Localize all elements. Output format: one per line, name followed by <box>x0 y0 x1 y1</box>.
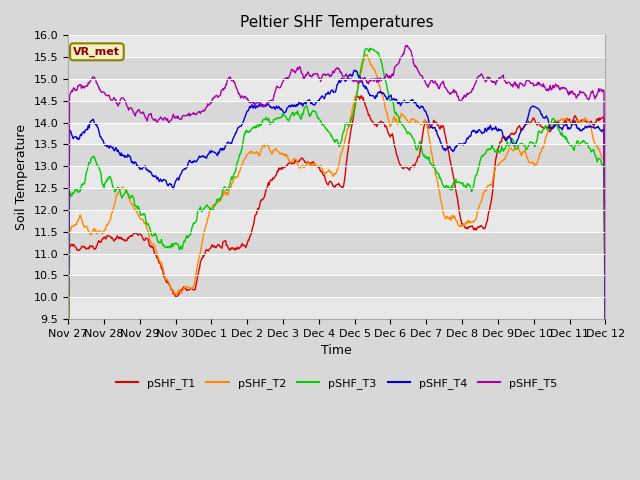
Bar <box>68 57 605 79</box>
Bar <box>68 276 605 297</box>
Bar <box>68 101 605 122</box>
pSHF_T2 <box>129 203 137 209</box>
pSHF_T1 <box>212 245 220 251</box>
pSHF_T1 <box>64 439 72 444</box>
pSHF_T1 <box>419 134 426 140</box>
Line: pSHF_T4: pSHF_T4 <box>68 70 605 373</box>
Line: pSHF_T5: pSHF_T5 <box>68 46 605 351</box>
pSHF_T2 <box>602 386 609 392</box>
pSHF_T3 <box>129 194 137 200</box>
pSHF_T1 <box>602 362 609 368</box>
pSHF_T1 <box>358 93 365 99</box>
pSHF_T3 <box>403 129 410 135</box>
pSHF_T4 <box>184 163 191 168</box>
pSHF_T1 <box>74 247 81 253</box>
pSHF_T3 <box>74 189 81 194</box>
Bar <box>68 232 605 253</box>
pSHF_T4 <box>212 151 220 156</box>
pSHF_T3 <box>419 150 426 156</box>
pSHF_T5 <box>402 43 410 48</box>
pSHF_T2 <box>362 52 369 58</box>
pSHF_T5 <box>404 43 412 48</box>
pSHF_T2 <box>419 120 426 126</box>
Bar <box>68 79 605 101</box>
pSHF_T4 <box>64 370 72 376</box>
pSHF_T5 <box>602 345 609 350</box>
pSHF_T2 <box>184 285 191 290</box>
Bar <box>68 166 605 188</box>
Bar <box>68 253 605 276</box>
Text: VR_met: VR_met <box>74 47 120 57</box>
pSHF_T5 <box>74 83 81 89</box>
Title: Peltier SHF Temperatures: Peltier SHF Temperatures <box>240 15 433 30</box>
pSHF_T3 <box>602 388 609 394</box>
pSHF_T3 <box>212 201 220 206</box>
pSHF_T3 <box>184 235 191 240</box>
pSHF_T3 <box>366 46 374 51</box>
pSHF_T5 <box>129 108 137 114</box>
pSHF_T4 <box>351 67 358 73</box>
pSHF_T2 <box>74 218 81 224</box>
Bar <box>68 36 605 57</box>
pSHF_T1 <box>403 164 410 170</box>
Bar <box>68 210 605 232</box>
pSHF_T4 <box>74 135 81 141</box>
Line: pSHF_T2: pSHF_T2 <box>68 55 605 435</box>
pSHF_T4 <box>602 367 609 373</box>
Y-axis label: Soil Temperature: Soil Temperature <box>15 124 28 230</box>
pSHF_T2 <box>212 200 220 205</box>
pSHF_T5 <box>184 113 191 119</box>
pSHF_T1 <box>184 287 191 293</box>
Bar <box>68 144 605 166</box>
Bar <box>68 297 605 319</box>
Legend: pSHF_T1, pSHF_T2, pSHF_T3, pSHF_T4, pSHF_T5: pSHF_T1, pSHF_T2, pSHF_T3, pSHF_T4, pSHF… <box>111 373 562 393</box>
Line: pSHF_T1: pSHF_T1 <box>68 96 605 442</box>
pSHF_T4 <box>419 104 426 110</box>
Bar <box>68 122 605 144</box>
pSHF_T5 <box>64 348 72 354</box>
pSHF_T5 <box>212 93 220 98</box>
Line: pSHF_T3: pSHF_T3 <box>68 48 605 407</box>
pSHF_T3 <box>64 404 72 409</box>
pSHF_T2 <box>64 432 72 438</box>
pSHF_T4 <box>403 100 410 106</box>
Bar <box>68 188 605 210</box>
pSHF_T2 <box>403 117 410 122</box>
X-axis label: Time: Time <box>321 344 352 357</box>
pSHF_T4 <box>129 160 137 166</box>
pSHF_T1 <box>129 231 137 237</box>
pSHF_T5 <box>419 73 426 79</box>
